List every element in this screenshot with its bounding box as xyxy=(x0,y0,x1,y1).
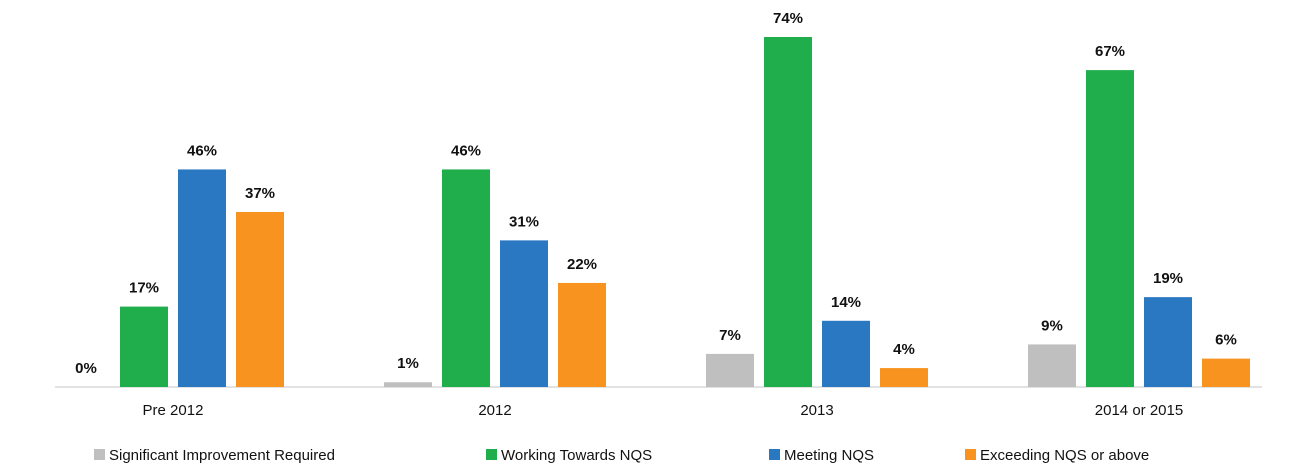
legend-label: Exceeding NQS or above xyxy=(980,447,1149,464)
legend-swatch xyxy=(965,449,976,460)
legend-swatch xyxy=(769,449,780,460)
x-tick-label: 2012 xyxy=(478,402,511,419)
legend-label: Significant Improvement Required xyxy=(109,447,335,464)
bar xyxy=(706,353,754,387)
bar xyxy=(500,240,548,387)
data-label: 74% xyxy=(773,10,803,27)
bar xyxy=(442,169,490,387)
bar xyxy=(1028,344,1076,387)
bar xyxy=(764,37,812,387)
data-label: 31% xyxy=(509,213,539,230)
bar xyxy=(558,282,606,387)
bar xyxy=(880,368,928,387)
data-label: 19% xyxy=(1153,270,1183,287)
data-label: 67% xyxy=(1095,43,1125,60)
data-label: 4% xyxy=(893,341,915,358)
bar xyxy=(178,169,226,387)
data-label: 6% xyxy=(1215,332,1237,349)
data-label: 0% xyxy=(75,360,97,377)
bar xyxy=(1086,70,1134,388)
legend-label: Working Towards NQS xyxy=(501,447,652,464)
bar xyxy=(120,306,168,387)
data-label: 46% xyxy=(451,142,481,159)
data-label: 7% xyxy=(719,327,741,344)
bar xyxy=(236,212,284,387)
data-label: 14% xyxy=(831,294,861,311)
bar xyxy=(1144,297,1192,387)
data-label: 46% xyxy=(187,142,217,159)
bar xyxy=(384,382,432,387)
legend-swatch xyxy=(486,449,497,460)
data-label: 1% xyxy=(397,355,419,372)
data-label: 9% xyxy=(1041,317,1063,334)
legend-swatch xyxy=(94,449,105,460)
x-tick-label: 2013 xyxy=(800,402,833,419)
data-label: 17% xyxy=(129,280,159,297)
data-label: 22% xyxy=(567,256,597,273)
bar xyxy=(822,320,870,387)
x-tick-label: Pre 2012 xyxy=(143,402,204,419)
x-tick-label: 2014 or 2015 xyxy=(1095,402,1183,419)
bar xyxy=(1202,358,1250,387)
data-label: 37% xyxy=(245,185,275,202)
legend-label: Meeting NQS xyxy=(784,447,874,464)
